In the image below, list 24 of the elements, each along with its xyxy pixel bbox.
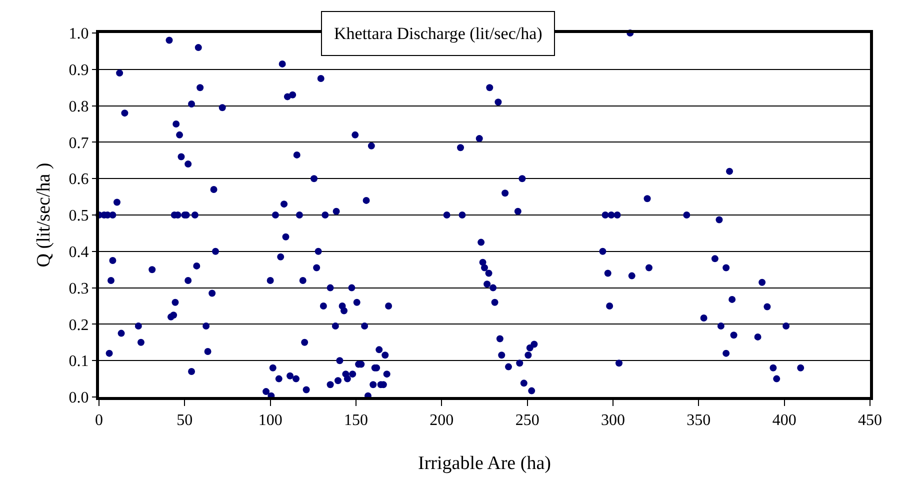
y-tick-label: 0.8: [68, 98, 89, 116]
y-tick-label: 0.7: [68, 134, 89, 152]
y-tick-label: 0.0: [68, 390, 89, 407]
x-tick-label: 350: [686, 412, 711, 430]
chart-title: Khettara Discharge (lit/sec/ha): [334, 24, 542, 43]
x-tick-label: 250: [515, 412, 540, 430]
x-axis-title: Irrigable Are (ha): [418, 453, 551, 474]
y-tick-label: 0.1: [68, 353, 89, 370]
y-tick-label: 0.4: [68, 244, 89, 261]
x-tick-label: 150: [344, 412, 368, 430]
y-tick-label: 0.6: [68, 171, 89, 188]
x-tick-label: 300: [601, 412, 625, 430]
x-tick-label: 450: [858, 412, 882, 430]
x-tick-label: 400: [772, 412, 796, 430]
y-tick-label: 0.3: [68, 280, 89, 298]
y-tick-label: 1.0: [68, 26, 89, 43]
x-tick-label: 0: [95, 412, 103, 430]
y-axis-title: Q (lit/sec/ha ): [34, 162, 55, 268]
x-tick-label: 200: [430, 412, 454, 430]
y-tick-label: 0.5: [68, 208, 89, 225]
y-tick-label: 0.9: [68, 62, 89, 79]
y-tick-label: 0.2: [68, 316, 89, 334]
x-tick-label: 50: [176, 412, 193, 430]
x-tick-label: 100: [258, 412, 282, 430]
